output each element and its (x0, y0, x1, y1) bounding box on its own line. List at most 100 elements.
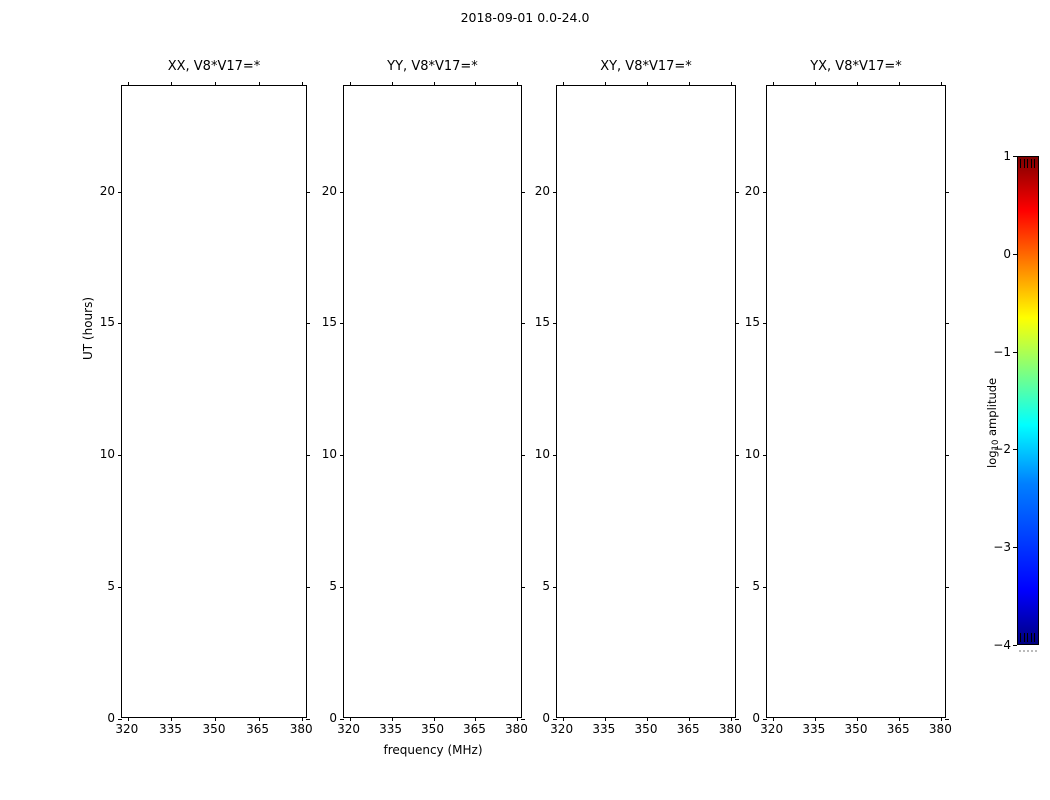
x-tick-mark (127, 82, 129, 86)
colorbar-label-prefix: log (985, 450, 999, 468)
x-tick-label: 380 (718, 722, 742, 736)
x-tick-mark (391, 717, 393, 721)
y-tick-mark (735, 587, 739, 589)
x-tick-mark (814, 717, 816, 721)
y-tick-mark (553, 323, 557, 325)
colorbar-minor-tick (1034, 159, 1036, 168)
y-tick-mark (521, 719, 525, 720)
y-tick-mark (340, 455, 344, 457)
figure-title: 2018-09-01 0.0-24.0 (460, 10, 590, 25)
colorbar-tick-label: 0 (1003, 246, 1011, 261)
y-tick-mark (735, 323, 739, 325)
y-tick-label: 15 (99, 315, 115, 330)
colorbar-tick-mark (1013, 253, 1017, 255)
y-tick-mark (553, 719, 557, 720)
y-tick-label: 5 (542, 579, 550, 594)
y-tick-label: 0 (107, 711, 115, 725)
x-tick-mark (215, 717, 216, 721)
y-tick-mark (553, 455, 557, 457)
panel-title-0: XX, V8*V17=* (167, 59, 261, 74)
x-tick-label: 365 (246, 722, 270, 736)
x-tick-mark (604, 717, 606, 721)
x-tick-label: 350 (421, 722, 444, 736)
y-tick-mark (763, 719, 767, 720)
x-tick-mark (731, 82, 733, 86)
y-tick-mark (306, 191, 310, 193)
panel-title-2: XY, V8*V17=* (600, 59, 692, 74)
colorbar-minor-tick (1027, 633, 1029, 642)
y-tick-label: 15 (534, 315, 550, 330)
x-tick-label: 320 (337, 722, 361, 736)
colorbar-tick-label: −4 (993, 638, 1011, 652)
x-tick-mark (171, 717, 173, 721)
plot-panel-3[interactable] (763, 82, 949, 721)
colorbar-tick-mark (1013, 156, 1017, 157)
y-tick-mark (945, 719, 949, 720)
x-tick-mark (689, 82, 691, 86)
colorbar-minor-tick (1023, 633, 1025, 642)
y-tick-mark (521, 191, 525, 193)
x-tick-label: 350 (202, 722, 226, 736)
x-tick-mark (814, 82, 816, 86)
y-tick-mark (340, 587, 344, 589)
x-tick-mark (349, 717, 351, 721)
y-tick-mark (306, 455, 310, 457)
y-tick-label: 0 (329, 711, 337, 725)
x-tick-mark (475, 82, 477, 86)
x-tick-mark (433, 717, 435, 721)
plot-panel-2[interactable] (553, 82, 739, 721)
y-tick-mark (118, 719, 122, 720)
x-tick-mark (604, 82, 606, 86)
y-tick-mark (118, 587, 122, 589)
x-tick-mark (647, 717, 648, 721)
y-tick-mark (763, 455, 767, 457)
colorbar-minor-tick (1020, 633, 1021, 642)
x-tick-mark (562, 82, 564, 86)
y-tick-label: 10 (534, 447, 550, 462)
colorbar: 1 0 −1 −2 −3 −4 (993, 150, 1039, 652)
x-tick-mark (258, 717, 260, 721)
y-tick-label: 20 (321, 183, 337, 198)
x-tick-mark (215, 82, 216, 86)
x-tick-label: 335 (158, 722, 182, 736)
x-tick-label: 380 (928, 722, 952, 736)
plot-panel-1[interactable] (340, 82, 525, 721)
colorbar-dotted-underline (1019, 650, 1037, 652)
x-tick-label: 365 (463, 722, 486, 736)
y-tick-mark (340, 719, 344, 720)
colorbar-tick-mark (1013, 645, 1017, 646)
colorbar-label-suffix: amplitude (985, 377, 999, 440)
y-axis-label: UT (hours) (81, 296, 95, 360)
x-tick-mark (689, 717, 691, 721)
x-tick-mark (899, 82, 901, 86)
colorbar-minor-tick (1023, 159, 1025, 168)
colorbar-minor-tick (1020, 159, 1021, 168)
y-tick-mark (340, 191, 344, 193)
y-tick-label: 5 (107, 579, 115, 594)
y-tick-mark (118, 455, 122, 457)
x-tick-mark (857, 82, 858, 86)
x-tick-mark (391, 82, 393, 86)
x-tick-mark (772, 82, 774, 86)
y-tick-label: 15 (744, 315, 760, 330)
x-tick-mark (433, 82, 435, 86)
x-tick-label: 335 (592, 722, 616, 736)
x-tick-label: 320 (760, 722, 784, 736)
x-axis-label: frequency (MHz) (383, 743, 483, 757)
x-tick-mark (731, 717, 733, 721)
y-tick-label: 20 (534, 183, 550, 198)
x-tick-mark (772, 717, 774, 721)
y-tick-mark (945, 323, 949, 325)
colorbar-tick-mark (1013, 351, 1017, 353)
x-tick-mark (941, 717, 943, 721)
y-tick-mark (735, 719, 739, 720)
colorbar-tick-mark (1013, 449, 1017, 451)
plot-panel-0[interactable] (118, 82, 310, 721)
colorbar-label-subscript: 10 (991, 439, 1001, 451)
x-tick-mark (171, 82, 173, 86)
panel-title-3: YX, V8*V17=* (810, 59, 902, 74)
x-tick-mark (127, 717, 129, 721)
y-tick-mark (553, 587, 557, 589)
x-tick-mark (899, 717, 901, 721)
